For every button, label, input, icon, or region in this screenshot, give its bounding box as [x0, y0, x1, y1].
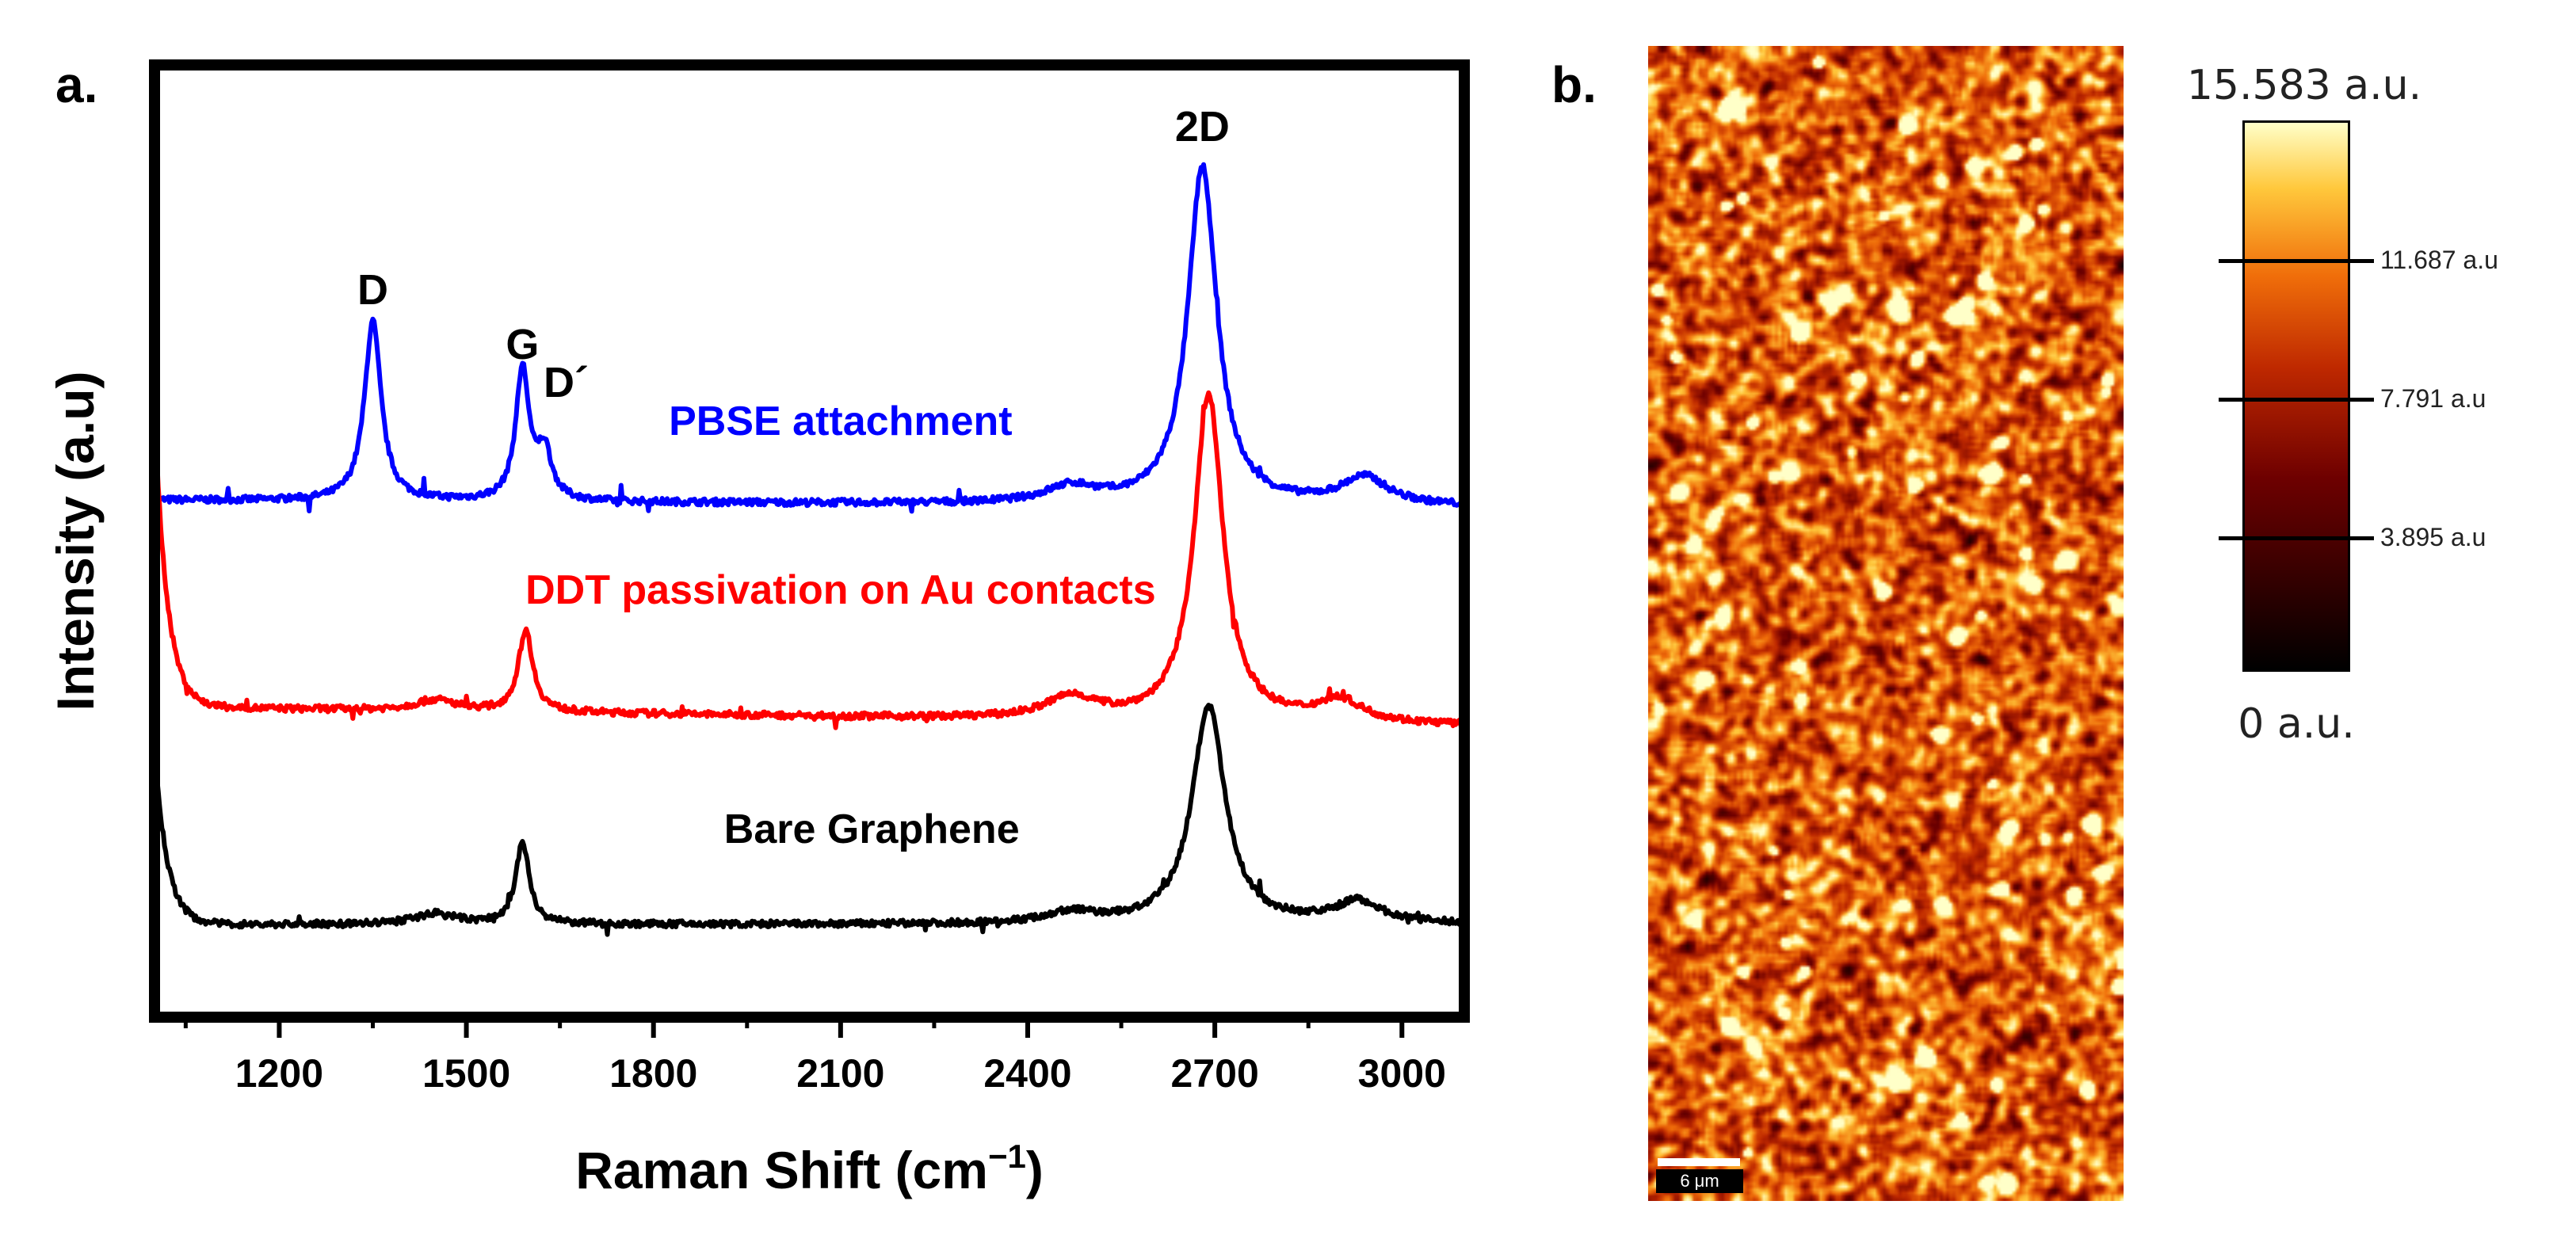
peak-label-2: D´: [544, 359, 589, 406]
colorbar-tick-label-high: 11.687 a.u: [2380, 246, 2498, 274]
scale-bar-label: 6 μm: [1656, 1169, 1743, 1193]
series-line-2: [153, 703, 1467, 937]
raman-spectra-chart: PBSE attachment DDT passivation on Au con…: [46, 59, 1470, 1199]
scale-bar: [1658, 1158, 1740, 1166]
x-tick-label-3: 2100: [796, 1051, 884, 1096]
colorbar-tick-label-mid: 7.791 a.u: [2380, 384, 2486, 413]
plot-frame: [149, 59, 1470, 1023]
peak-label-3: 2D: [1175, 103, 1230, 151]
colorbar-max-label: 15.583 a.u.: [2186, 62, 2422, 109]
peak-label-1: G: [506, 321, 539, 368]
colorbar-tick-low: [2219, 536, 2374, 540]
series-line-1: [153, 390, 1467, 730]
y-axis-label: Intensity (a.u): [46, 371, 105, 711]
x-tick-label-5: 2700: [1171, 1051, 1259, 1096]
x-tick-label-4: 2400: [983, 1051, 1071, 1096]
x-axis-label: Raman Shift (cm−1): [575, 1138, 1044, 1199]
peak-label-0: D: [357, 266, 388, 314]
series-label-2: Bare Graphene: [724, 806, 1020, 852]
x-tick-label-2: 1800: [609, 1051, 697, 1096]
raman-intensity-map: 6 μm: [1648, 46, 2124, 1201]
intensity-map-image: [1648, 46, 2124, 1201]
colorbar-tick-high: [2219, 259, 2374, 263]
colorbar-min-label: 0 a.u.: [2238, 700, 2355, 748]
x-tick-label-1: 1500: [422, 1051, 510, 1096]
panel-a-label: a.: [55, 56, 98, 113]
panel-b-label: b.: [1551, 56, 1597, 113]
series-label-0: PBSE attachment: [669, 398, 1012, 444]
x-tick-label-6: 3000: [1358, 1051, 1446, 1096]
colorbar-tick-mid: [2219, 398, 2374, 402]
x-tick-label-0: 1200: [235, 1051, 323, 1096]
colorbar: [2242, 120, 2350, 672]
colorbar-tick-label-low: 3.895 a.u: [2380, 523, 2486, 551]
series-label-1: DDT passivation on Au contacts: [525, 567, 1156, 613]
series-line-0: [154, 162, 1467, 514]
